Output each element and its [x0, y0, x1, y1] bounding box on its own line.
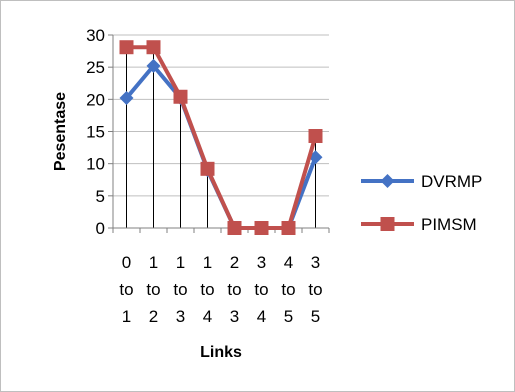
label-layer: 0510152025300to11to21to31to42to33to44to5…: [86, 26, 323, 326]
legend: DVRMP PIMSM: [361, 172, 482, 234]
x-tick-group: 4 to 5: [281, 253, 295, 326]
point-marker: [146, 58, 161, 73]
x-tick-label: 1: [122, 307, 131, 326]
y-axis-title: Pesentase: [52, 92, 69, 171]
y-tick-label: 5: [96, 187, 105, 206]
x-tick-group: 0 to 1: [119, 253, 133, 326]
y-tick-label: 15: [86, 123, 105, 142]
x-axis-title: Links: [200, 344, 242, 361]
point-marker: [119, 40, 134, 55]
x-tick-label: 1: [149, 253, 158, 272]
point-marker: [281, 221, 296, 235]
point-marker: [380, 174, 395, 188]
x-tick-group: 3 to 4: [254, 253, 268, 326]
point-marker: [146, 40, 161, 55]
x-tick-label: 3: [311, 253, 320, 272]
x-tick-label: 1: [203, 253, 212, 272]
x-tick-label: 1: [176, 253, 185, 272]
point-marker: [227, 221, 242, 235]
point-marker: [200, 161, 215, 176]
x-tick-group: 1 to 4: [200, 253, 214, 326]
y-tick-label: 0: [96, 219, 105, 238]
x-tick-label: 4: [284, 253, 293, 272]
legend-label: PIMSM: [421, 215, 477, 234]
x-tick-label: 5: [284, 307, 293, 326]
x-tick-label: to: [281, 280, 295, 299]
drop-lines: [126, 47, 316, 228]
x-tick-group: 3 to 5: [308, 253, 322, 326]
legend-item-pimsm: PIMSM: [361, 215, 477, 234]
x-tick-label: 4: [203, 307, 212, 326]
point-marker: [380, 217, 395, 231]
legend-item-dvrmp: DVRMP: [361, 172, 482, 191]
y-tick-label: 10: [86, 155, 105, 174]
x-tick-label: 5: [311, 307, 320, 326]
x-tick-label: to: [308, 280, 322, 299]
x-tick-label: to: [119, 280, 133, 299]
x-tick-label: 3: [176, 307, 185, 326]
y-tick-label: 30: [86, 26, 105, 45]
x-tick-label: 2: [149, 307, 158, 326]
series-layer: [119, 40, 323, 235]
x-tick-label: 4: [257, 307, 266, 326]
x-tick-label: 3: [230, 307, 239, 326]
y-tick-label: 20: [86, 90, 105, 109]
point-marker: [254, 221, 269, 235]
x-tick-label: 3: [257, 253, 266, 272]
x-tick-group: 2 to 3: [227, 253, 241, 326]
x-tick-label: to: [173, 280, 187, 299]
point-marker: [308, 129, 323, 144]
x-tick-label: to: [146, 280, 160, 299]
x-tick-label: 2: [230, 253, 239, 272]
point-marker: [119, 91, 134, 106]
legend-label: DVRMP: [421, 172, 482, 191]
series-pimsm: [119, 40, 323, 235]
x-tick-group: 1 to 2: [146, 253, 160, 326]
point-marker: [173, 89, 188, 104]
x-tick-label: to: [227, 280, 241, 299]
y-tick-label: 25: [86, 58, 105, 77]
x-tick-group: 1 to 3: [173, 253, 187, 326]
x-tick-label: 0: [122, 253, 131, 272]
x-tick-label: to: [254, 280, 268, 299]
x-tick-label: to: [200, 280, 214, 299]
